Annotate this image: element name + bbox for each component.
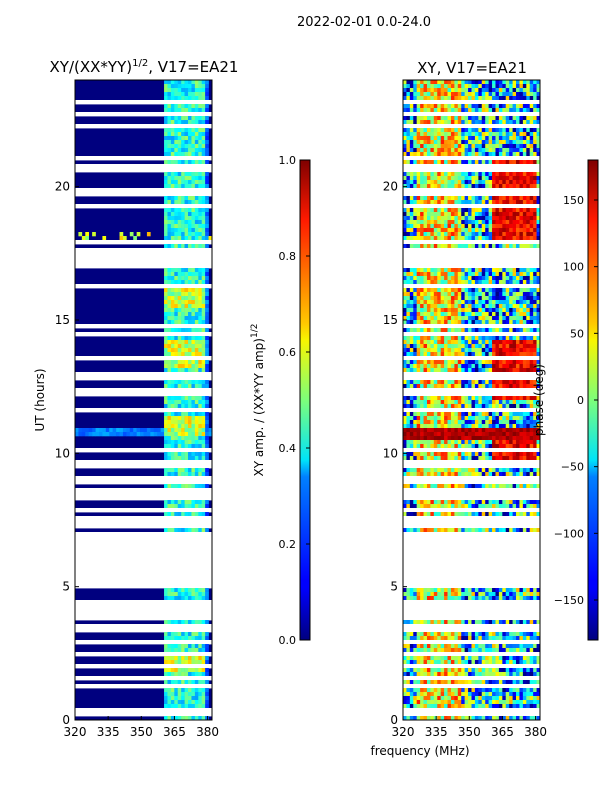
left-x-tick-label: 365 bbox=[163, 725, 186, 739]
left-y-tick-label: 0 bbox=[62, 713, 70, 727]
colorbar-tick-label: −100 bbox=[554, 527, 584, 540]
right-heatmap bbox=[403, 80, 541, 721]
left-panel: XY/(XX*YY)1/2, V17=EA21 320 335 350 365 380 … bbox=[33, 58, 238, 739]
colorbar-tick-label: 0 bbox=[577, 394, 584, 407]
right-y-tick-label: 0 bbox=[390, 713, 398, 727]
left-panel-title: XY/(XX*YY)1/2, V17=EA21 bbox=[50, 58, 239, 76]
left-colorbar: 0.0 0.2 0.4 0.6 0.8 1.0 XY amp. / (XX*YY amp)… bbox=[250, 154, 311, 647]
left-y-axis: 0 5 10 15 20 bbox=[55, 180, 79, 727]
right-y-tick-label: 20 bbox=[383, 180, 398, 194]
colorbar-tick-label: 100 bbox=[563, 261, 584, 274]
colorbar-tick-label: 0.2 bbox=[279, 538, 297, 551]
colorbar-tick-label: 150 bbox=[563, 194, 584, 207]
colorbar-tick-label: 0.4 bbox=[279, 442, 297, 455]
right-panel-title: XY, V17=EA21 bbox=[417, 59, 527, 77]
right-x-tick-label: 320 bbox=[392, 725, 415, 739]
right-x-tick-label: 365 bbox=[491, 725, 514, 739]
right-plot-frame bbox=[402, 79, 541, 721]
right-x-axis: 320 335 350 365 380 bbox=[392, 716, 547, 739]
right-y-tick-label: 10 bbox=[383, 446, 398, 460]
left-y-axis-label: UT (hours) bbox=[33, 368, 47, 431]
right-y-axis: 0 5 10 15 20 bbox=[383, 180, 407, 727]
colorbar-tick-label: 50 bbox=[570, 327, 584, 340]
left-heatmap bbox=[75, 80, 213, 721]
colorbar-tick-label: 0.6 bbox=[279, 346, 297, 359]
left-x-axis: 320 335 350 365 380 bbox=[64, 716, 219, 739]
right-x-axis-label: frequency (MHz) bbox=[370, 744, 469, 758]
right-panel: XY, V17=EA21 320 335 350 365 380 0 5 10 15 20 fr… bbox=[370, 59, 547, 758]
left-x-tick-label: 320 bbox=[64, 725, 87, 739]
left-colorbar-label: XY amp. / (XX*YY amp)1/2 bbox=[250, 324, 266, 477]
colorbar-tick-label: 0.8 bbox=[279, 250, 297, 263]
left-y-tick-label: 20 bbox=[55, 180, 70, 194]
right-y-tick-label: 15 bbox=[383, 313, 398, 327]
left-x-tick-label: 380 bbox=[196, 725, 219, 739]
colorbar-tick-label: 1.0 bbox=[279, 154, 297, 167]
left-plot-frame bbox=[74, 79, 213, 721]
colorbar-tick-label: −150 bbox=[554, 594, 584, 607]
right-y-tick-label: 5 bbox=[390, 580, 398, 594]
left-x-tick-label: 335 bbox=[97, 725, 120, 739]
figure-suptitle: 2022-02-01 0.0-24.0 bbox=[297, 15, 431, 30]
right-x-tick-label: 350 bbox=[458, 725, 481, 739]
right-colorbar-label: phase (deg) bbox=[532, 364, 546, 436]
right-x-tick-label: 335 bbox=[425, 725, 448, 739]
right-colorbar: −150 −100 −50 0 50 100 150 phase (deg) bbox=[532, 159, 599, 641]
left-x-tick-label: 350 bbox=[130, 725, 153, 739]
colorbar-tick-label: 0.0 bbox=[279, 634, 297, 647]
left-y-tick-label: 5 bbox=[62, 580, 70, 594]
left-y-tick-label: 15 bbox=[55, 313, 70, 327]
left-colorbar-gradient bbox=[299, 159, 311, 641]
left-y-tick-label: 10 bbox=[55, 446, 70, 460]
colorbar-tick-label: −50 bbox=[561, 461, 584, 474]
right-x-tick-label: 380 bbox=[524, 725, 547, 739]
